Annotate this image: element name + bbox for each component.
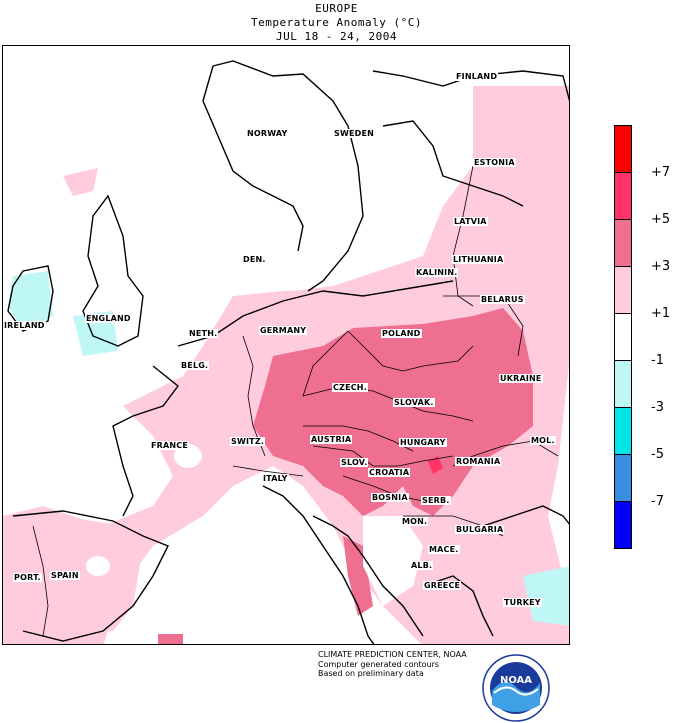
legend-tick-label: +5 xyxy=(651,212,671,227)
country-label: ITALY xyxy=(262,474,289,483)
country-label: FRANCE xyxy=(150,441,190,450)
anomaly-zone-north-sea xyxy=(63,168,98,196)
country-label: SWITZ. xyxy=(230,437,266,446)
country-label: SLOVAK. xyxy=(393,398,435,407)
country-label: FINLAND xyxy=(455,72,499,81)
country-label: MOL. xyxy=(530,436,556,445)
color-scale-legend xyxy=(614,125,632,549)
credits-method: Computer generated contours xyxy=(318,659,440,669)
country-label: BULGARIA xyxy=(455,525,505,534)
country-label: CROATIA xyxy=(368,468,411,477)
country-label: LITHUANIA xyxy=(452,255,505,264)
country-label: SPAIN xyxy=(50,571,80,580)
country-label: ROMANIA xyxy=(455,457,502,466)
anomaly-zone-minus1-turkey xyxy=(523,566,569,626)
legend-color-bin xyxy=(614,125,632,173)
legend-tick-label: +7 xyxy=(651,165,671,180)
map-period: JUL 18 - 24, 2004 xyxy=(275,30,398,43)
anomaly-zone-adriatic xyxy=(343,536,373,616)
anomaly-zone-neutral-atlantic xyxy=(3,46,569,246)
legend-tick-label: +3 xyxy=(651,259,671,274)
country-label: NORWAY xyxy=(246,129,289,138)
country-label: AUSTRIA xyxy=(310,435,353,444)
anomaly-map: FINLAND NORWAY SWEDEN ESTONIA LATVIA DEN… xyxy=(2,45,570,645)
country-label: HUNGARY xyxy=(399,438,447,447)
country-label: MACE. xyxy=(428,545,460,554)
country-label: CZECH. xyxy=(332,383,368,392)
country-label: BELG. xyxy=(180,361,210,370)
country-label: BELARUS xyxy=(480,295,525,304)
anomaly-zone-neutral-balkans xyxy=(363,516,423,606)
legend-tick-label: -7 xyxy=(651,494,664,509)
legend-tick-label: +1 xyxy=(651,306,671,321)
legend-tick-label: -5 xyxy=(651,447,664,462)
country-label: SWEDEN xyxy=(333,129,376,138)
country-label: ALB. xyxy=(410,561,434,570)
legend-color-bin xyxy=(614,172,632,220)
anomaly-zone-neutral-france xyxy=(174,444,202,468)
credits-source: CLIMATE PREDICTION CENTER, NOAA xyxy=(318,650,467,659)
country-label: POLAND xyxy=(381,329,422,338)
country-label: MON. xyxy=(401,517,429,526)
legend-color-bin xyxy=(614,501,632,549)
credits: CLIMATE PREDICTION CENTER, NOAA Computer… xyxy=(318,650,467,679)
legend-color-bin xyxy=(614,454,632,502)
map-subtitle: Temperature Anomaly (°C) xyxy=(251,16,422,29)
map-region-title: EUROPE xyxy=(315,2,358,15)
anomaly-zone-south xyxy=(158,634,183,644)
legend-color-bin xyxy=(614,266,632,314)
country-label: ENGLAND xyxy=(85,314,132,323)
country-label: LATVIA xyxy=(453,217,488,226)
svg-text:NOAA: NOAA xyxy=(500,675,532,686)
noaa-logo: NOAA xyxy=(482,654,550,722)
country-label: SLOV. xyxy=(340,458,369,467)
country-label: NETH. xyxy=(188,329,219,338)
anomaly-zone-plus5 xyxy=(428,456,443,474)
credits-data-note: Based on preliminary data xyxy=(318,669,424,678)
country-label: PORT. xyxy=(13,573,42,582)
country-label: UKRAINE xyxy=(499,374,543,383)
legend-tick-label: -3 xyxy=(651,400,664,415)
country-label: GREECE xyxy=(423,581,462,590)
legend-color-bin xyxy=(614,407,632,455)
anomaly-zone-neutral-spain xyxy=(86,556,110,576)
country-label: ESTONIA xyxy=(473,158,516,167)
country-label: IRELAND xyxy=(3,321,46,330)
country-label: KALININ. xyxy=(415,268,459,277)
legend-tick-label: -1 xyxy=(651,353,664,368)
country-label: SERB. xyxy=(421,496,451,505)
legend-color-bin xyxy=(614,360,632,408)
anomaly-zone-minus1-ireland xyxy=(8,271,53,331)
country-label: BOSNIA xyxy=(371,493,409,502)
country-label: GERMANY xyxy=(259,326,308,335)
country-label: TURKEY xyxy=(503,598,542,607)
anomaly-zone-lapland xyxy=(483,106,568,146)
country-label: DEN. xyxy=(242,255,267,264)
legend-color-bin xyxy=(614,313,632,361)
legend-color-bin xyxy=(614,219,632,267)
